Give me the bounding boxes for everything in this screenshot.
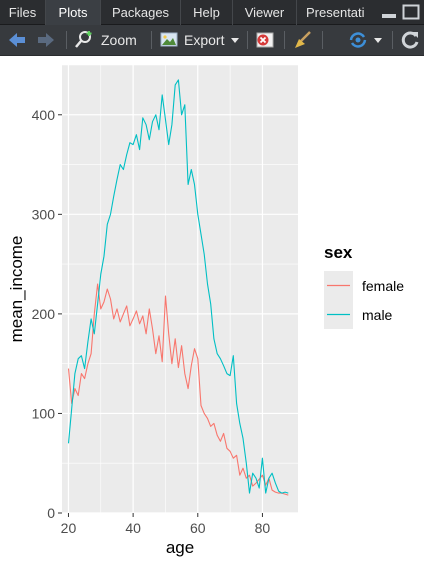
x-tick-label: 80	[255, 520, 271, 536]
x-tick-label: 40	[125, 520, 141, 536]
pane-tab-bar: Files Plots Packages Help Viewer Present…	[0, 0, 424, 25]
toolbar-divider	[66, 31, 67, 49]
broom-icon[interactable]	[292, 29, 314, 51]
y-tick-label: 100	[32, 405, 56, 421]
chevron-down-icon	[374, 29, 382, 57]
plots-toolbar: Zoom Export	[0, 25, 424, 56]
series-line-male	[67, 79, 289, 494]
tab-files[interactable]: Files	[0, 0, 46, 25]
maximize-icon[interactable]	[402, 4, 420, 20]
chevron-down-icon	[231, 29, 239, 57]
x-tick-label: 60	[190, 520, 206, 536]
series-lines	[67, 79, 289, 496]
back-arrow-icon[interactable]	[6, 29, 28, 51]
publish-button[interactable]	[347, 29, 383, 51]
line-chart: 20 40 60 80 0 100 200 300 400 age mean_income se…	[7, 64, 404, 557]
export-icon	[159, 30, 179, 50]
tab-help[interactable]: Help	[181, 0, 233, 25]
x-tick-label: 20	[61, 520, 77, 536]
legend: sex female male	[324, 243, 404, 329]
publish-icon	[347, 29, 369, 57]
toolbar-divider	[284, 31, 285, 49]
tab-plots[interactable]: Plots	[46, 0, 101, 25]
export-label: Export	[184, 32, 225, 48]
y-tick-label: 0	[47, 505, 55, 521]
plot-panel	[62, 65, 298, 513]
toolbar-divider	[247, 31, 248, 49]
tab-presentation[interactable]: Presentati	[306, 5, 365, 20]
legend-label-female: female	[362, 278, 404, 294]
tab-packages[interactable]: Packages	[101, 0, 181, 25]
y-axis-title: mean_income	[7, 236, 26, 343]
y-tick-label: 300	[32, 206, 56, 222]
export-button[interactable]: Export	[159, 29, 241, 51]
y-tick-label: 400	[32, 107, 56, 123]
legend-label-male: male	[362, 307, 393, 323]
zoom-button[interactable]: Zoom	[74, 29, 142, 51]
legend-title: sex	[324, 243, 353, 262]
tab-viewer[interactable]: Viewer	[233, 0, 297, 25]
refresh-icon[interactable]	[399, 29, 421, 51]
minor-gridlines	[62, 64, 298, 513]
forward-arrow-icon[interactable]	[35, 29, 57, 51]
toolbar-divider	[151, 31, 152, 49]
zoom-label: Zoom	[101, 32, 137, 48]
zoom-icon	[74, 29, 94, 51]
toolbar-divider	[322, 31, 323, 49]
x-axis-title: age	[166, 538, 194, 557]
minimize-icon[interactable]	[380, 4, 398, 20]
axes: 20 40 60 80 0 100 200 300 400	[32, 107, 271, 536]
toolbar-divider	[392, 31, 393, 49]
y-tick-label: 200	[32, 306, 56, 322]
remove-plot-icon[interactable]	[254, 29, 276, 51]
plot-viewer: 20 40 60 80 0 100 200 300 400 age mean_income se…	[0, 56, 424, 559]
